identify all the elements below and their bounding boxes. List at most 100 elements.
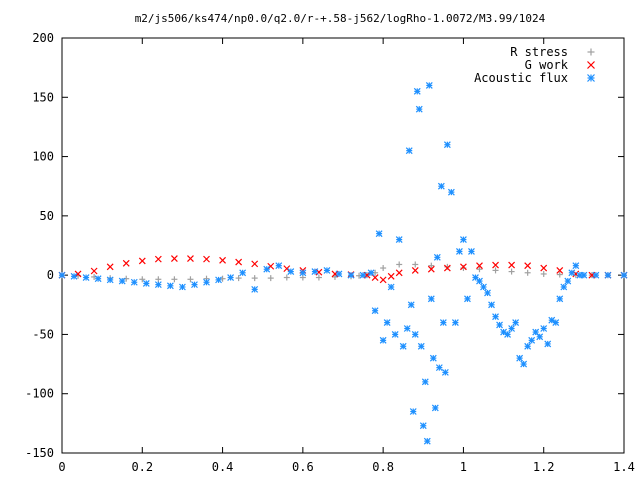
y-tick-label: 0 (47, 268, 54, 282)
data-point (122, 259, 130, 267)
series-0 (59, 261, 627, 283)
data-point (528, 336, 536, 344)
legend-label: Acoustic flux (474, 71, 568, 85)
data-point (387, 283, 395, 291)
data-point (540, 325, 548, 332)
data-point (90, 267, 98, 275)
data-point (323, 266, 331, 274)
data-point (387, 272, 395, 280)
data-point (315, 274, 322, 281)
data-point (464, 295, 471, 303)
data-point (118, 277, 126, 285)
data-point (396, 261, 403, 268)
data-point (572, 270, 580, 278)
data-point (524, 342, 532, 350)
data-point (460, 236, 467, 243)
x-tick-label: 0.6 (292, 460, 314, 474)
y-tick-label: 100 (32, 150, 54, 164)
data-point (512, 319, 520, 326)
data-point (419, 422, 427, 430)
data-point (556, 266, 564, 274)
data-point (380, 265, 387, 272)
data-point (516, 354, 524, 362)
data-point (520, 360, 528, 368)
data-point (251, 275, 258, 282)
data-marks (58, 82, 628, 445)
data-point (203, 255, 210, 263)
data-point (267, 275, 274, 282)
y-tick-label: -50 (32, 327, 54, 341)
data-point (437, 182, 445, 190)
legend-marker (587, 61, 595, 69)
data-point (492, 313, 499, 321)
data-point (239, 269, 247, 277)
data-point (283, 265, 291, 273)
data-point (412, 261, 419, 268)
data-point (139, 276, 146, 283)
data-point (568, 269, 576, 277)
data-point (476, 266, 483, 273)
data-point (460, 265, 467, 272)
data-point (187, 276, 194, 283)
data-point (395, 236, 403, 243)
x-tick-label: 1.4 (613, 460, 635, 474)
data-point (403, 325, 411, 332)
data-point (399, 342, 407, 350)
data-point (395, 269, 403, 277)
data-point (604, 271, 612, 279)
legend-marker (587, 74, 595, 82)
data-point (94, 275, 102, 283)
legend-marker (587, 48, 595, 56)
data-point (421, 378, 429, 386)
data-point (435, 364, 443, 372)
data-point (215, 276, 222, 284)
data-point (444, 263, 451, 270)
data-point (488, 301, 495, 309)
data-point (409, 408, 417, 415)
data-point (564, 277, 572, 285)
data-point (275, 262, 283, 270)
data-point (142, 280, 150, 287)
data-point (620, 271, 628, 279)
data-point (82, 274, 90, 281)
data-point (347, 271, 355, 279)
data-point (379, 336, 387, 344)
x-tick-label: 0.8 (372, 460, 394, 474)
data-point (235, 258, 243, 266)
data-point (405, 147, 413, 155)
chart-title: m2/js506/ks474/np0.0/q2.0/r-+.58-j562/lo… (135, 12, 546, 25)
data-point (187, 255, 194, 262)
data-point (480, 283, 487, 291)
data-point (251, 260, 259, 268)
data-point (415, 105, 423, 113)
data-point (251, 285, 259, 293)
series-1 (58, 255, 628, 284)
data-point (468, 248, 475, 255)
data-point (524, 262, 532, 270)
data-point (508, 268, 515, 275)
data-point (283, 274, 290, 281)
data-point (460, 263, 467, 271)
data-point (447, 188, 455, 196)
data-point (496, 321, 503, 329)
data-point (311, 268, 319, 276)
data-point (556, 295, 564, 303)
data-point (592, 271, 600, 279)
y-tick-label: 200 (32, 31, 54, 45)
data-point (508, 261, 516, 269)
data-point (411, 266, 419, 274)
x-tick-label: 0.2 (131, 460, 153, 474)
data-point (524, 269, 531, 276)
data-point (540, 264, 548, 272)
data-point (411, 331, 419, 338)
series-2 (58, 82, 628, 445)
data-point (431, 404, 439, 412)
data-point (540, 270, 547, 277)
data-point (379, 276, 387, 284)
data-point (427, 295, 435, 303)
y-tick-label: -150 (25, 446, 54, 460)
x-tick-label: 0 (58, 460, 65, 474)
data-point (429, 354, 437, 362)
